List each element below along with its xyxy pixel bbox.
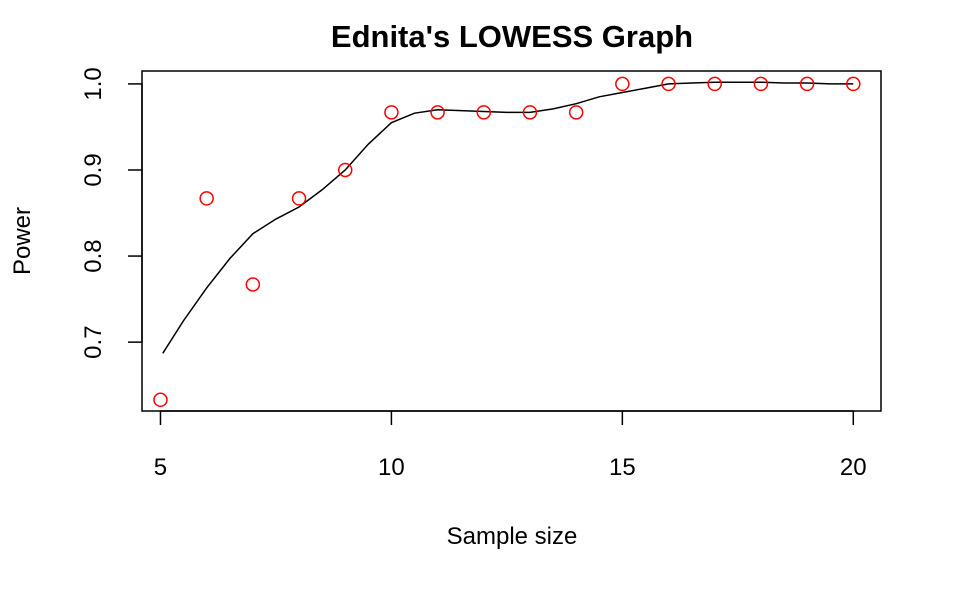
data-point [522, 105, 538, 120]
data-point [476, 105, 492, 120]
data-point [615, 76, 630, 92]
data-point [753, 76, 769, 92]
data-point [291, 191, 307, 206]
data-point [245, 277, 261, 292]
x-tick-label: 5 [154, 454, 167, 481]
data-point [153, 392, 168, 408]
y-tick-label: 1.0 [80, 67, 107, 100]
y-axis: 0.7 0.8 0.9 1.0 [80, 67, 143, 359]
x-tick-label: 20 [840, 454, 867, 481]
data-points [153, 76, 861, 408]
data-point [846, 76, 861, 92]
data-point [568, 105, 584, 120]
lowess-line [162, 81, 854, 354]
data-point [799, 76, 815, 92]
data-point [661, 76, 676, 92]
data-point [707, 76, 722, 92]
y-tick-label: 0.7 [80, 325, 107, 358]
x-axis-label: Sample size [447, 523, 578, 550]
plot-frame [141, 70, 882, 412]
y-tick-label: 0.8 [80, 239, 107, 272]
data-point [199, 191, 214, 206]
chart-title: Ednita's LOWESS Graph [331, 19, 693, 54]
data-point [337, 162, 353, 178]
x-tick-label: 15 [609, 454, 636, 481]
y-axis-label: Power [9, 207, 36, 275]
y-tick-label: 0.9 [80, 153, 107, 186]
x-axis: 5 10 15 20 [154, 410, 867, 481]
x-tick-label: 10 [378, 454, 405, 481]
data-point [430, 105, 445, 120]
data-point [384, 105, 399, 120]
